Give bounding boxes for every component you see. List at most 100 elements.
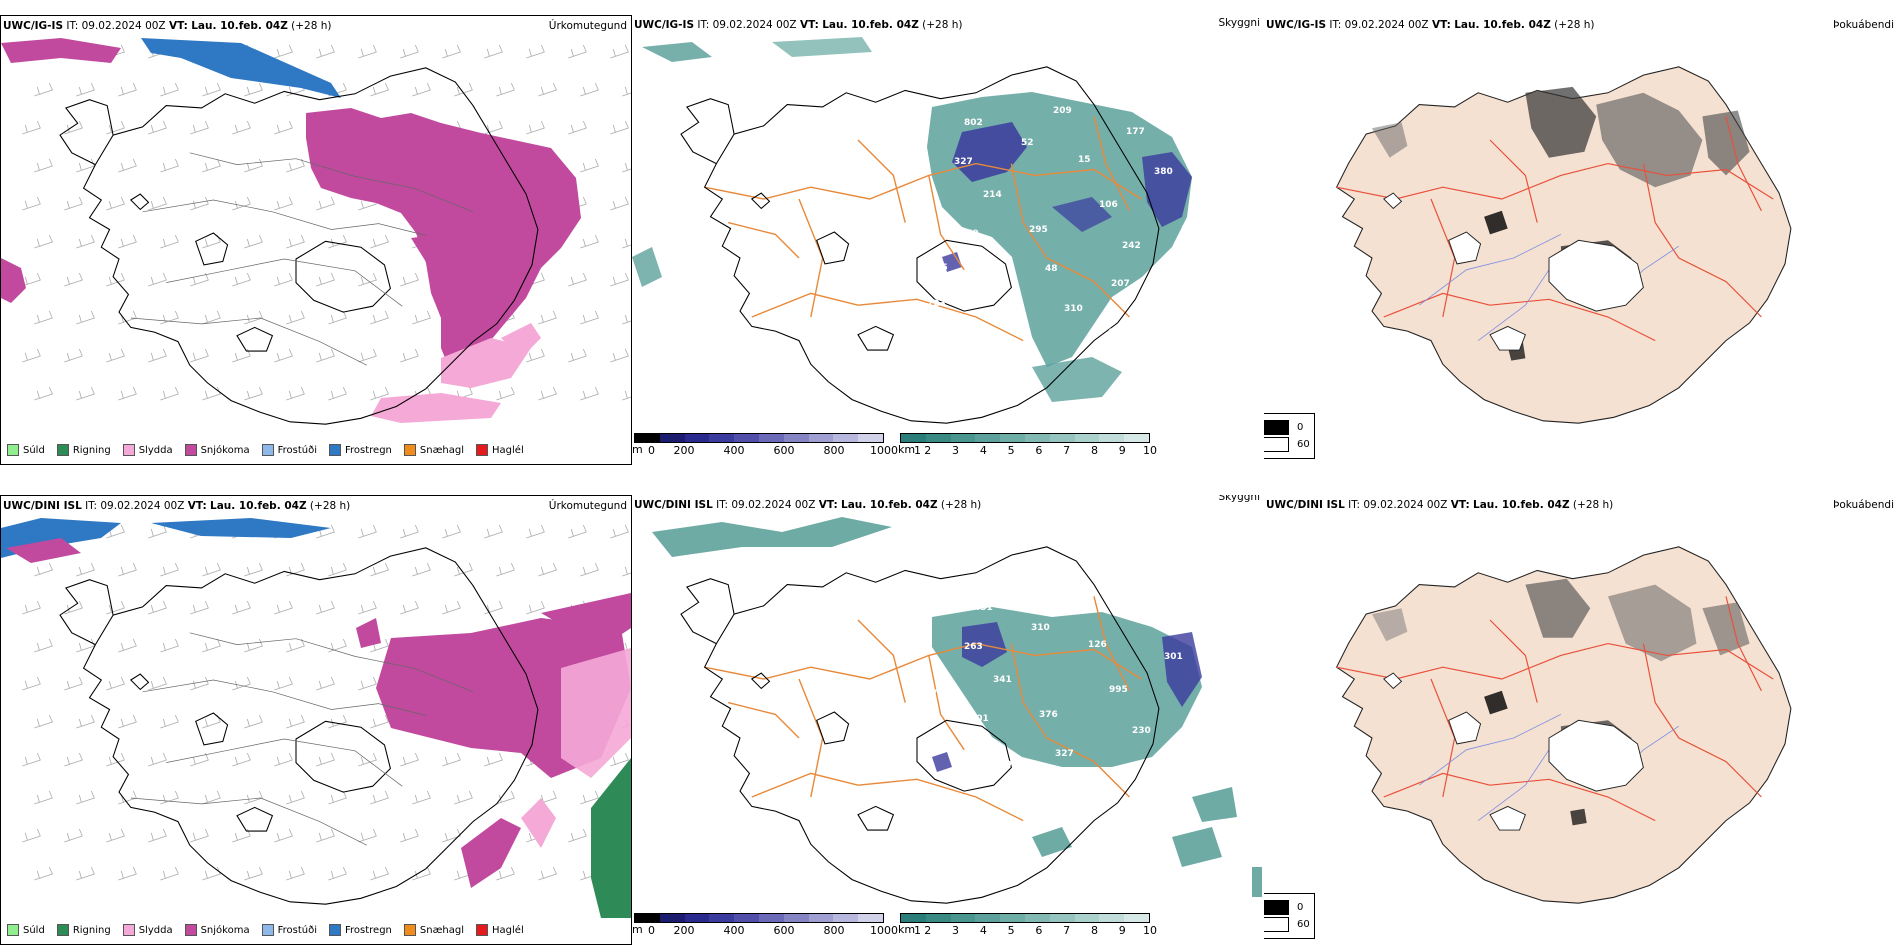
wind-barb xyxy=(202,386,221,401)
colorbar-segment xyxy=(684,434,710,442)
fog-legend-swatch xyxy=(1264,420,1289,435)
wind-barb xyxy=(202,158,221,173)
legend-label: Súld xyxy=(23,444,45,456)
legend-swatch xyxy=(122,924,135,936)
wind-barb xyxy=(316,676,335,691)
visibility-value-label: 285 xyxy=(989,275,1008,285)
visibility-value-label: 995 xyxy=(1109,685,1128,695)
wind-barb xyxy=(274,600,293,615)
wind-barb xyxy=(76,714,95,729)
visibility-ticks: 1 2 3 4 5 6 7 8 9 10 xyxy=(900,924,1157,938)
wind-barb xyxy=(400,272,419,287)
wind-barb xyxy=(190,676,209,691)
wind-barb xyxy=(370,562,389,577)
wind-barb xyxy=(22,272,41,287)
wind-barb xyxy=(622,238,631,249)
wind-barb xyxy=(64,196,83,211)
visibility-value-label: 501 xyxy=(999,760,1018,770)
wind-barb xyxy=(34,158,53,173)
legend-label: Rigning xyxy=(72,924,111,936)
wind-barb xyxy=(358,44,377,59)
legend-item: Súld xyxy=(7,444,45,456)
colorbar-segment xyxy=(833,914,859,922)
colorbar-tick: 10 xyxy=(1143,444,1157,457)
legend-label: Slydda xyxy=(138,444,173,456)
wind-barb xyxy=(358,272,377,287)
legend-label: Súld xyxy=(23,924,45,936)
colorbar-segment xyxy=(659,914,685,922)
wind-barb xyxy=(106,272,125,287)
colorbar-segment xyxy=(783,914,809,922)
wind-barb xyxy=(160,82,179,97)
cloud-base-bar xyxy=(634,433,884,443)
panel-title: UWC/IG-IS IT: 09.02.2024 00Z VT: Lau. 10… xyxy=(1266,19,1595,31)
wind-barb xyxy=(160,714,179,729)
visibility-value-label: 126 xyxy=(1088,640,1107,650)
panel-title: UWC/DINI ISL IT: 09.02.2024 00Z VT: Lau.… xyxy=(1266,499,1614,511)
wind-barb xyxy=(412,310,431,325)
wind-barb xyxy=(412,562,431,577)
visibility-value-label: 116 xyxy=(1181,225,1200,235)
wind-barb xyxy=(568,348,587,363)
wind-barb xyxy=(526,44,545,59)
colorbar-segment xyxy=(635,914,660,922)
visibility-value-label: 203 xyxy=(1136,612,1155,622)
colorbar-tick: 0 xyxy=(648,924,655,937)
panel-title: UWC/DINI ISL IT: 09.02.2024 00Z VT: Lau.… xyxy=(634,499,982,511)
wind-barb xyxy=(148,196,167,211)
wind-barb xyxy=(316,828,335,843)
legend-item: Snjókoma xyxy=(184,444,250,456)
colorbar-segment xyxy=(1074,914,1100,922)
wind-barb xyxy=(622,566,631,577)
legend-swatch xyxy=(7,444,19,456)
wind-barb xyxy=(580,386,599,401)
colorbar-segment xyxy=(1000,434,1025,442)
wind-barb xyxy=(118,562,137,577)
wind-barb xyxy=(274,676,293,691)
visibility-value-label: 908 xyxy=(1232,258,1251,268)
wind-barb xyxy=(190,196,209,211)
wind-barb xyxy=(370,386,389,401)
wind-barb xyxy=(496,82,515,97)
wind-barb xyxy=(106,196,125,211)
wind-barb xyxy=(526,120,545,135)
colorbar-segment xyxy=(1000,914,1025,922)
colorbar-tick: 1000 xyxy=(870,444,898,457)
legend-swatch xyxy=(184,924,197,936)
colorbar-tick: 2 xyxy=(924,444,932,457)
colorbar-segment xyxy=(975,914,1001,922)
wind-barb xyxy=(526,348,545,363)
wind-barb xyxy=(580,158,599,173)
wind-barb xyxy=(610,524,629,539)
fog-legend: 0 60 xyxy=(1264,893,1315,939)
wind-barb xyxy=(244,866,263,881)
legend-swatch xyxy=(403,924,416,936)
legend-item: Slydda xyxy=(122,924,173,936)
legend-swatch xyxy=(261,924,274,936)
legend-label: Snæhagl xyxy=(419,924,465,936)
fog-indicator-panel-bottom: UWC/DINI ISL IT: 09.02.2024 00Z VT: Lau.… xyxy=(1264,495,1900,945)
colorbar-segment xyxy=(975,434,1001,442)
wind-barb xyxy=(328,790,347,805)
colorbar-tick: 5 xyxy=(1007,444,1015,457)
wind-barb xyxy=(274,196,293,211)
visibility-value-label: 135 xyxy=(1063,591,1082,601)
legend-item: Snæhagl xyxy=(403,444,464,456)
wind-barb xyxy=(484,120,503,135)
colorbar-tick: 4 xyxy=(979,924,987,937)
visibility-value-label: 42 xyxy=(1107,328,1120,338)
wind-barb xyxy=(22,676,41,691)
legend-item: Frostúði xyxy=(261,924,317,936)
legend-swatch xyxy=(476,444,489,456)
visibility-value-label: 377 xyxy=(1196,613,1215,623)
colorbar-tick: 1 xyxy=(914,444,921,457)
wind-barb xyxy=(286,866,305,881)
colorbar-tick: 3 xyxy=(952,924,960,937)
wind-barb xyxy=(370,790,389,805)
wind-barb xyxy=(244,310,263,325)
visibility-value-label: 177 xyxy=(1126,127,1145,137)
visibility-value-label: 583 xyxy=(896,164,915,174)
wind-barb xyxy=(34,386,53,401)
wind-barb xyxy=(316,600,335,615)
colorbar-tick: 7 xyxy=(1063,444,1071,457)
